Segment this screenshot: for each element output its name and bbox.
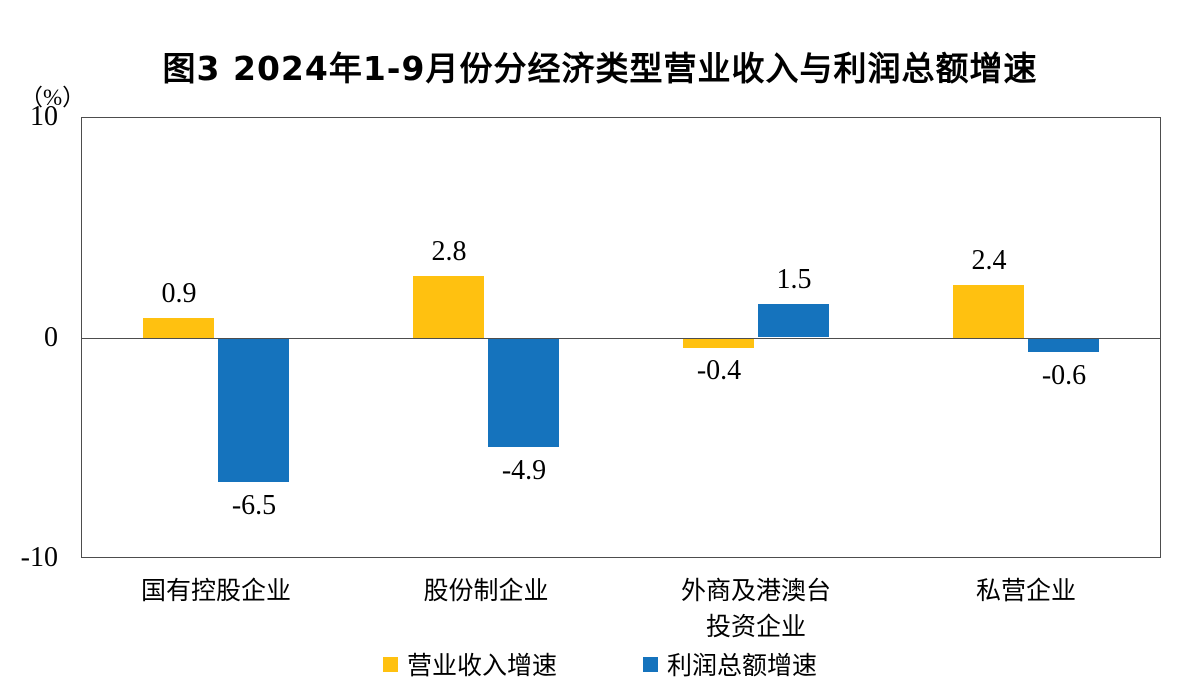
profit-bar-value-label-2: 1.5	[776, 264, 812, 295]
y-tick-label-0: 0	[44, 322, 58, 353]
x-category-label-2: 外商及港澳台 投资企业	[680, 578, 831, 642]
chart-title: 图3 2024年1-9月份分经济类型营业收入与利润总额增速	[162, 49, 1038, 88]
profit-bar-0	[218, 339, 289, 482]
x-category-label-3: 私营企业	[975, 578, 1076, 605]
legend-item-revenue: 营业收入增速	[382, 646, 557, 682]
legend-swatch-profit	[643, 656, 658, 672]
y-tick-label-10: 10	[30, 101, 58, 132]
profit-bar-value-label-1: -4.9	[501, 455, 547, 486]
legend: 营业收入增速 利润总额增速	[0, 646, 1200, 682]
revenue-bar-value-label-3: 2.4	[971, 245, 1007, 276]
profit-bar-1	[488, 339, 559, 447]
profit-bar-3	[1028, 339, 1099, 352]
y-axis-unit-label: （%）	[20, 85, 86, 110]
y-tick-label--10: -10	[20, 542, 58, 573]
revenue-bar-3	[953, 285, 1024, 338]
profit-bar-value-label-0: -6.5	[231, 490, 277, 521]
x-category-label-0: 国有控股企业	[140, 578, 291, 605]
revenue-bar-2	[683, 339, 754, 348]
profit-bar-value-label-3: -0.6	[1041, 360, 1087, 391]
revenue-bar-value-label-1: 2.8	[431, 236, 467, 267]
legend-swatch-revenue	[382, 656, 398, 672]
zero-axis-line	[81, 338, 1161, 339]
plot-area	[81, 117, 1161, 558]
revenue-bar-value-label-2: -0.4	[696, 355, 742, 386]
legend-item-profit: 利润总额增速	[643, 646, 817, 682]
legend-label-revenue: 营业收入增速	[406, 653, 557, 680]
revenue-bar-1	[413, 276, 484, 338]
legend-label-profit: 利润总额增速	[667, 653, 818, 680]
revenue-bar-0	[143, 318, 214, 338]
x-category-label-1: 股份制企业	[423, 578, 549, 605]
profit-bar-2	[758, 304, 829, 337]
revenue-bar-value-label-0: 0.9	[161, 278, 197, 309]
